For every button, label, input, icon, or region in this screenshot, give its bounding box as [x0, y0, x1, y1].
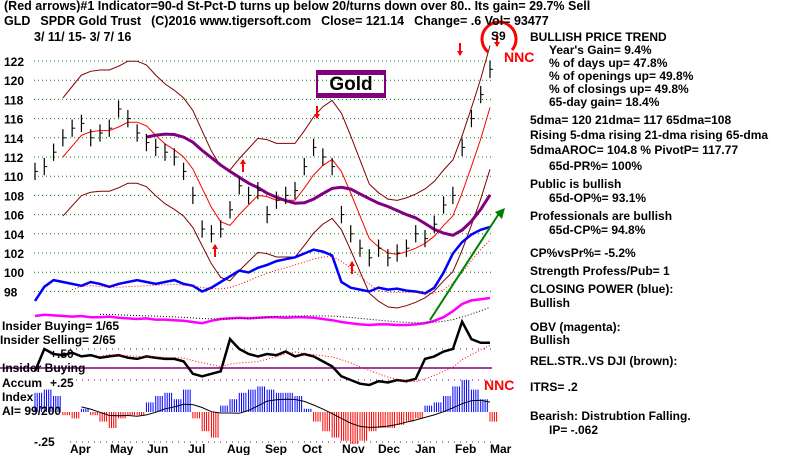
minus25-label: -.25 — [34, 435, 55, 449]
lower-band — [62, 169, 491, 309]
signal-label: S9 — [491, 29, 506, 43]
month-label: Jun — [147, 442, 168, 455]
closing-power-ma — [71, 239, 491, 295]
upper-band — [62, 45, 491, 201]
month-label: Mar — [490, 442, 512, 455]
y-tick-label: 118 — [4, 93, 24, 107]
month-label: Oct — [302, 442, 322, 455]
arrow-up-icon — [349, 261, 355, 266]
ai-ma-line — [81, 398, 491, 428]
insider-selling-count: Insider Selling= 2/65 — [0, 333, 116, 347]
month-label: Jul — [188, 442, 205, 455]
arrow-up-icon — [212, 244, 218, 249]
trend-line — [429, 211, 501, 321]
y-tick-label: 114 — [4, 132, 24, 146]
index-label: Index — [2, 390, 34, 404]
arrow-down-icon — [314, 114, 320, 119]
month-label: Feb — [455, 442, 476, 455]
y-tick-label: 112 — [4, 151, 24, 165]
y-tick-label: 116 — [4, 113, 24, 127]
y-tick-label: 100 — [4, 266, 24, 280]
plus25-label: +.25 — [50, 376, 74, 390]
security-name: SPDR Gold Trust — [40, 14, 142, 28]
cp-vs-pr: CP%vsPr%= -5.2% — [530, 246, 636, 260]
arrow-down-icon — [457, 51, 463, 56]
indicator-description: (Red arrows)#1 Indicator=90-d St-Pct-D t… — [4, 0, 591, 13]
y-tick-label: 106 — [4, 209, 24, 223]
ma21-line — [62, 107, 491, 255]
professionals-status: Professionals are bullish — [530, 209, 673, 223]
month-label: Dec — [378, 442, 400, 455]
accum-ma — [99, 344, 491, 383]
y-tick-label: 120 — [4, 74, 24, 88]
closing-power-state: Bullish — [530, 296, 571, 310]
ip-value: IP= -.062 — [549, 423, 599, 437]
relstr-title: REL.STR..VS DJI (brown): — [530, 354, 678, 368]
op65: 65d-OP%= 93.1% — [549, 191, 647, 205]
y-tick-label: 104 — [4, 228, 24, 242]
dma-values: 5dma= 120 21dma= 117 65dma=108 — [530, 113, 732, 127]
plus50-label: +.50 — [50, 347, 74, 361]
month-label: Nov — [342, 442, 365, 455]
month-label: Aug — [227, 442, 250, 455]
closings-up: % of closings up= 49.8% — [549, 82, 689, 96]
insider-buying-count: Insider Buying= 1/65 — [2, 319, 120, 333]
nnc-bottom-label: NNC — [484, 377, 515, 393]
month-label: Apr — [70, 442, 91, 455]
y-tick-label: 122 — [4, 55, 24, 69]
y-tick-label: 108 — [4, 189, 24, 203]
closing-power-title: CLOSING POWER (blue): — [530, 282, 674, 296]
openings-up: % of openings up= 49.8% — [549, 69, 694, 83]
y-tick-label: 98 — [4, 285, 18, 299]
aroc-pivot: 5dmaAROC= 104.8 % PivotP= 117.77 — [530, 143, 739, 157]
ai-value: AI= 99/200 — [2, 404, 62, 418]
trend-title: BULLISH PRICE TREND — [530, 30, 667, 44]
pr65: 65d-PR%= 100% — [549, 159, 643, 173]
bearish-note: Bearish: Distrubtion Falling. — [530, 409, 691, 423]
rising-dmas: Rising 5-dma rising 21-dma rising 65-dma — [530, 128, 769, 142]
obv-state: Bullish — [530, 333, 571, 347]
cp65: 65d-CP%= 94.8% — [549, 223, 646, 237]
month-label: Sep — [265, 442, 287, 455]
public-status: Public is bullish — [530, 177, 622, 191]
obv-title: OBV (magenta): — [530, 320, 621, 334]
close-value: Close= 121.14 — [321, 14, 405, 28]
change-volume: Change= .6 Vol= 93477 — [414, 14, 549, 28]
header-row: GLD SPDR Gold Trust (C)2016 www.tigersof… — [4, 15, 549, 28]
date-range: 3/ 11/ 15- 3/ 7/ 16 — [34, 30, 132, 44]
month-label: Jan — [415, 442, 436, 455]
obv-ma — [100, 306, 491, 324]
days-up: % of days up= 47.8% — [549, 56, 668, 70]
accum-label: Accum — [2, 376, 43, 390]
y-tick-label: 110 — [4, 170, 24, 184]
arrow-down-icon — [494, 42, 500, 47]
ticker: GLD — [4, 14, 31, 28]
y-tick-label: 102 — [4, 247, 24, 261]
trend-arrow-icon — [495, 208, 505, 219]
insider-buying-line-label: Insider Buying — [2, 361, 86, 375]
month-label: May — [110, 442, 134, 455]
closing-power-line — [33, 225, 491, 302]
gain-65-day: 65-day gain= 18.4% — [549, 95, 660, 109]
ma65-line — [146, 132, 492, 237]
copyright: (C)2016 www.tigersoft.com — [151, 14, 312, 28]
years-gain: Year's Gain= 9.4% — [549, 43, 652, 57]
gold-label: Gold — [316, 70, 386, 98]
itrs-value: ITRS= .2 — [530, 380, 578, 394]
signal-circle — [480, 20, 518, 54]
nnc-top-label: NNC — [504, 49, 535, 65]
arrow-up-icon — [240, 159, 246, 164]
accum-line — [33, 318, 490, 387]
strength-ratio: Strength Profess/Pub= 1 — [530, 264, 670, 278]
